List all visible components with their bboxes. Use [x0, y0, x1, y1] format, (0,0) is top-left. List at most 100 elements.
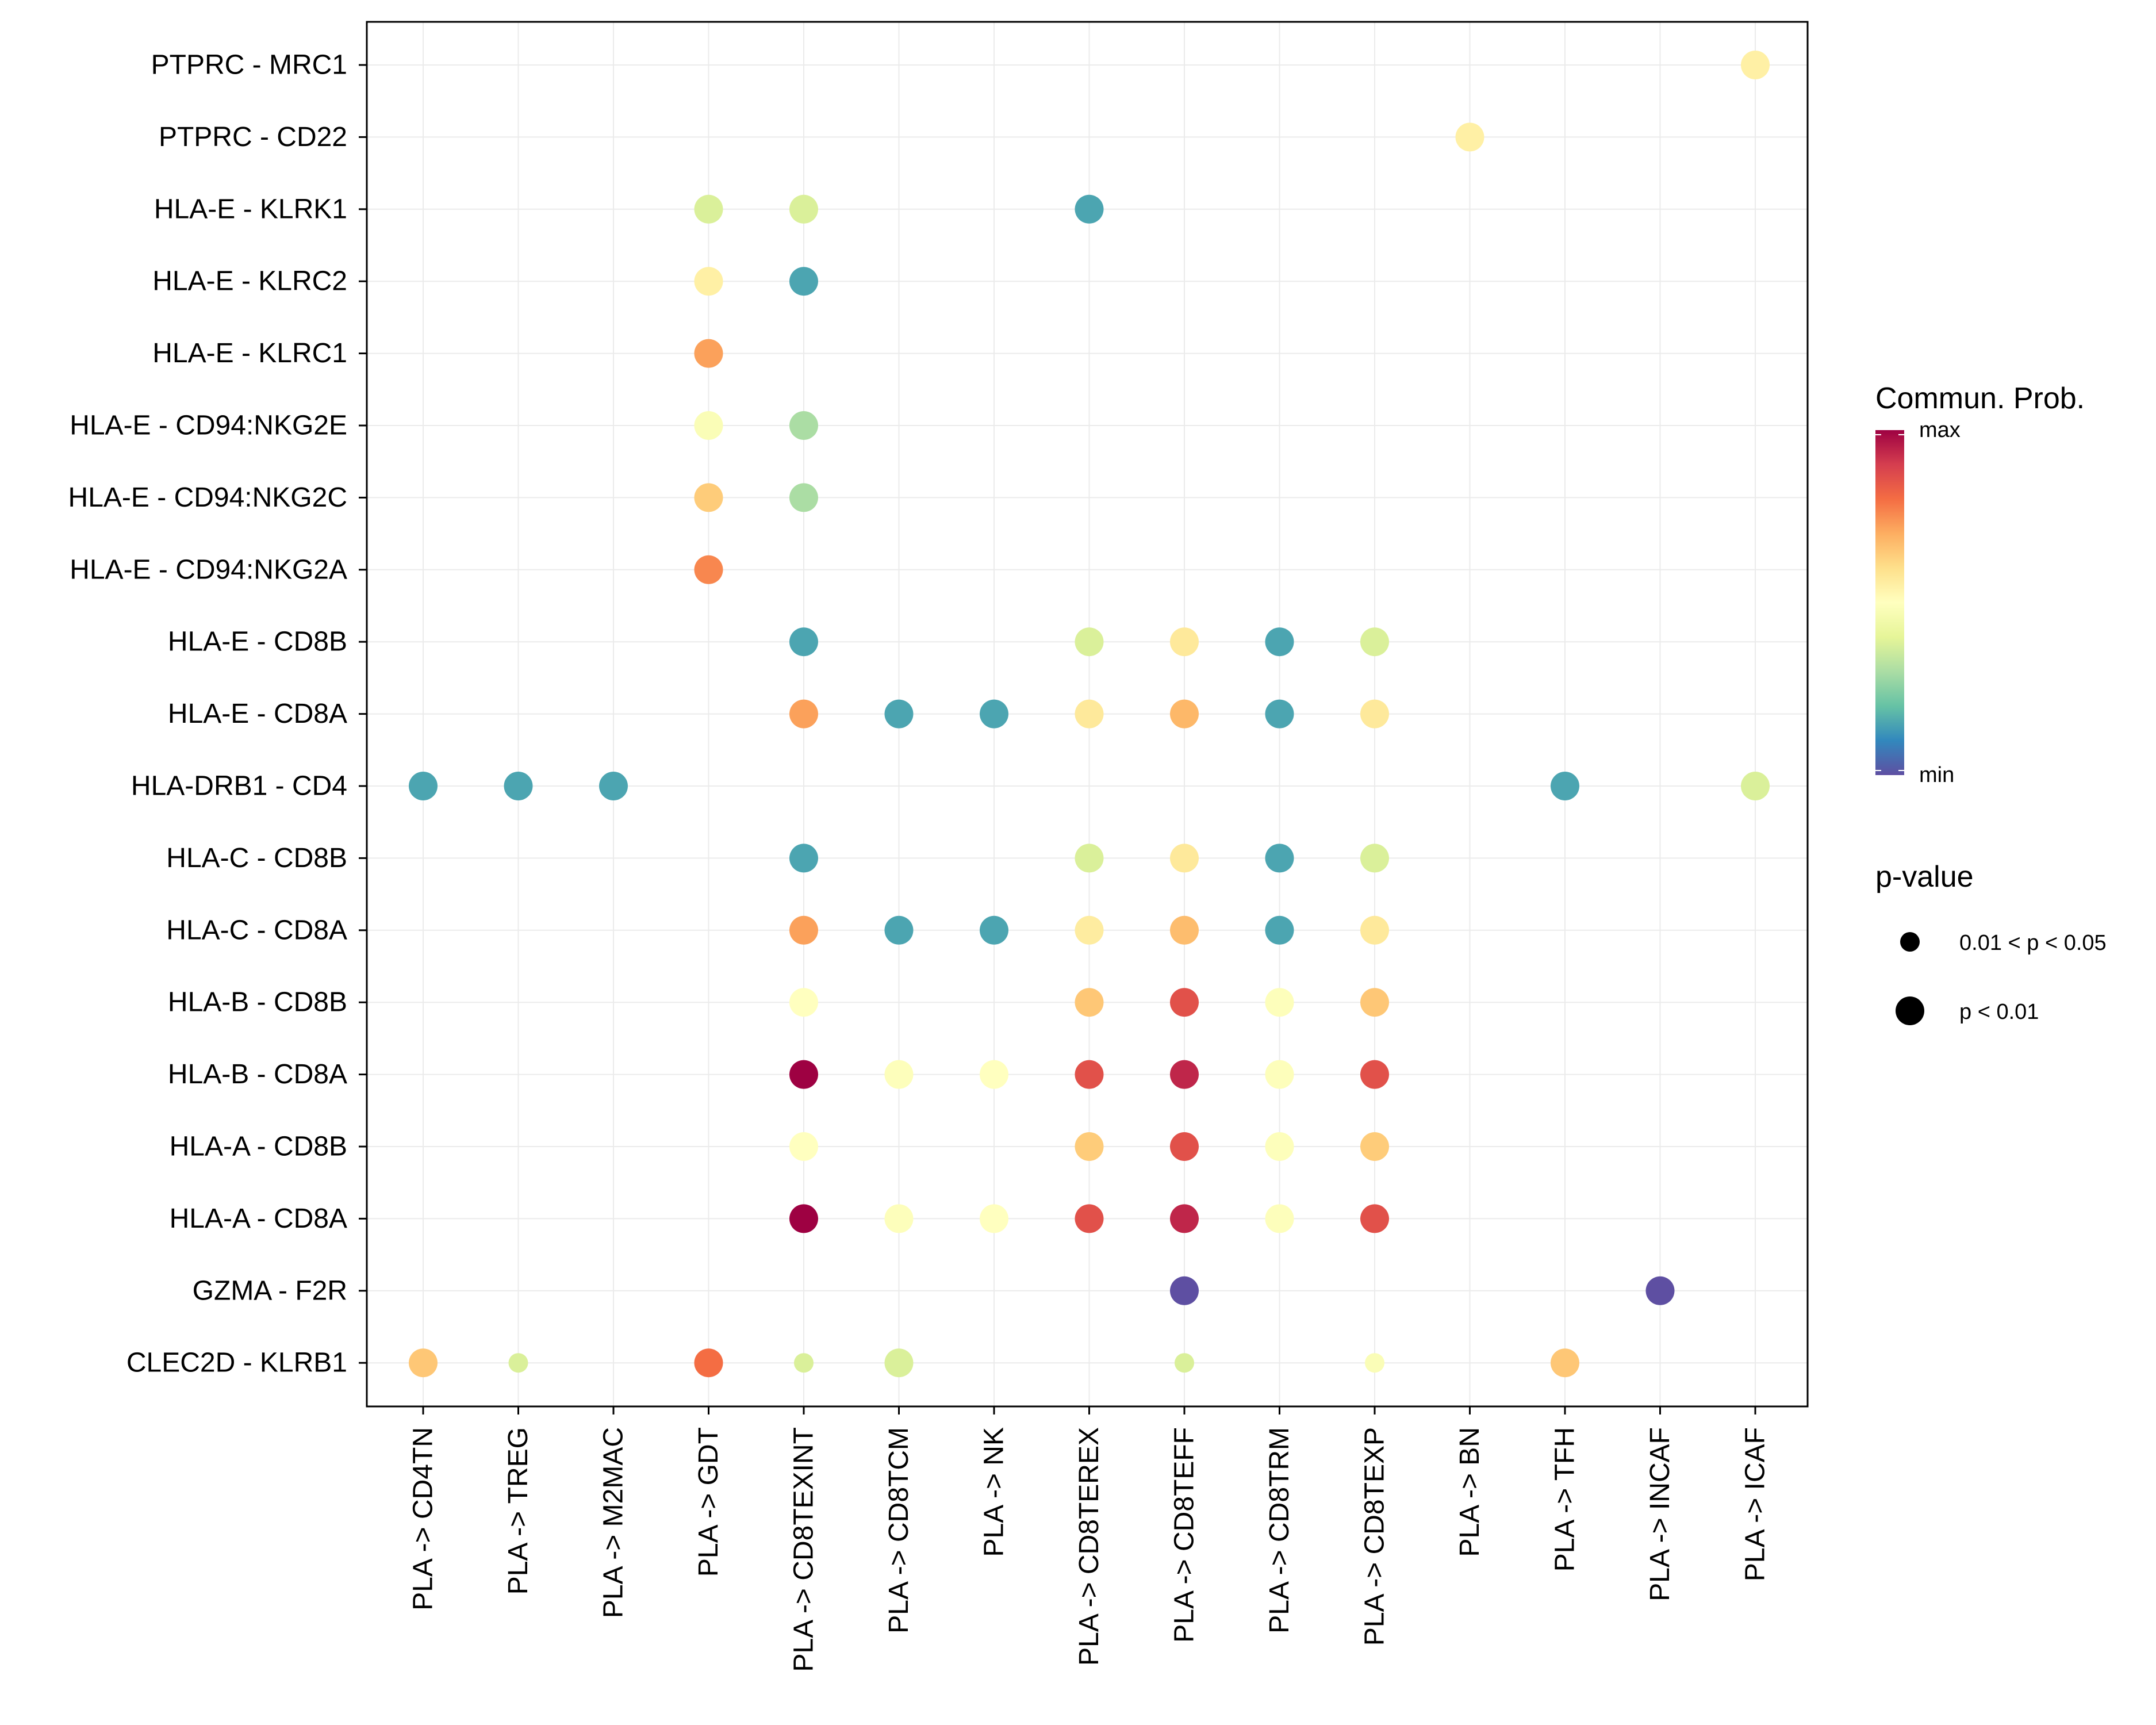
- data-point: [1360, 1060, 1389, 1089]
- data-point: [1741, 51, 1770, 79]
- data-point: [1075, 844, 1104, 873]
- y-tick-label: HLA-A - CD8A: [170, 1203, 347, 1234]
- data-point: [884, 1348, 914, 1378]
- data-points: [409, 51, 1770, 1378]
- data-point: [789, 844, 818, 873]
- data-point: [694, 483, 723, 512]
- y-tick-label: HLA-DRB1 - CD4: [131, 771, 347, 802]
- data-point: [1170, 1132, 1199, 1161]
- data-point: [694, 194, 723, 224]
- x-tick-label: PLA -> ICAF: [1740, 1427, 1771, 1581]
- y-tick-label: HLA-B - CD8A: [168, 1059, 347, 1090]
- y-tick-label: HLA-A - CD8B: [170, 1132, 347, 1162]
- size-legend-title: p-value: [1875, 860, 1974, 894]
- data-point: [789, 915, 818, 945]
- y-tick-label: HLA-E - KLRC2: [152, 266, 347, 297]
- data-point: [789, 1204, 818, 1233]
- size-legend-large-label: p < 0.01: [1959, 1000, 2039, 1024]
- data-point: [1265, 844, 1294, 873]
- data-point: [1360, 1132, 1389, 1161]
- y-tick-label: HLA-E - CD94:NKG2C: [68, 482, 347, 513]
- data-point: [1551, 1348, 1579, 1378]
- data-point: [884, 1060, 914, 1089]
- data-point: [599, 772, 628, 800]
- y-axis-tick-labels: PTPRC - MRC1 PTPRC - CD22 HLA-E - KLRK1 HLA…: [68, 50, 367, 1378]
- y-tick-label: PTPRC - MRC1: [151, 50, 347, 80]
- data-point: [1170, 988, 1199, 1017]
- x-tick-label: PLA -> NK: [979, 1427, 1010, 1557]
- data-point: [980, 699, 1008, 729]
- data-point: [794, 1353, 814, 1373]
- data-point: [1075, 915, 1104, 945]
- data-point: [884, 699, 914, 729]
- data-point: [694, 267, 723, 296]
- data-point: [1075, 627, 1104, 657]
- color-legend: Commun. Prob. max min: [1875, 382, 2085, 787]
- y-tick-label: HLA-C - CD8A: [166, 915, 347, 945]
- data-point: [1075, 988, 1104, 1017]
- data-point: [789, 483, 818, 512]
- data-point: [1645, 1276, 1675, 1305]
- data-point: [884, 1204, 914, 1233]
- y-tick-label: HLA-E - CD8A: [168, 699, 347, 729]
- data-point: [884, 915, 914, 945]
- data-point: [1075, 1204, 1104, 1233]
- x-axis-tick-labels: PLA -> CD4TN PLA -> TREG PLA -> M2MAC PLA -…: [408, 1406, 1771, 1672]
- y-tick-label: HLA-E - KLRK1: [154, 194, 347, 224]
- data-point: [1360, 915, 1389, 945]
- data-point: [694, 555, 723, 584]
- y-tick-label: GZMA - F2R: [193, 1275, 347, 1306]
- size-legend-small-label: 0.01 < p < 0.05: [1959, 931, 2107, 955]
- x-tick-label: PLA -> TREG: [503, 1427, 534, 1594]
- data-point: [1265, 1060, 1294, 1089]
- data-point: [1075, 1060, 1104, 1089]
- data-point: [504, 772, 533, 800]
- data-point: [694, 1348, 723, 1378]
- data-point: [1170, 627, 1199, 657]
- x-tick-label: PLA -> BN: [1455, 1427, 1485, 1557]
- data-point: [980, 1204, 1008, 1233]
- data-point: [1455, 122, 1484, 152]
- data-point: [1170, 1204, 1199, 1233]
- x-tick-label: PLA -> TFH: [1550, 1427, 1580, 1571]
- y-tick-label: PTPRC - CD22: [159, 122, 347, 152]
- x-tick-label: PLA -> CD8TCM: [884, 1427, 914, 1634]
- data-point: [409, 772, 438, 800]
- data-point: [1265, 627, 1294, 657]
- data-point: [1170, 1276, 1199, 1305]
- size-legend-large-dot: [1896, 996, 1924, 1025]
- data-point: [1360, 844, 1389, 873]
- data-point: [1360, 988, 1389, 1017]
- data-point: [1175, 1353, 1194, 1373]
- data-point: [1741, 772, 1770, 800]
- y-tick-label: HLA-B - CD8B: [168, 987, 347, 1018]
- data-point: [789, 1060, 818, 1089]
- y-tick-label: CLEC2D - KLRB1: [126, 1348, 347, 1378]
- data-point: [1265, 699, 1294, 729]
- data-point: [1075, 1132, 1104, 1161]
- size-legend-small-dot: [1900, 932, 1920, 952]
- data-point: [1265, 1204, 1294, 1233]
- data-point: [1075, 699, 1104, 729]
- data-point: [694, 411, 723, 440]
- data-point: [1075, 194, 1104, 224]
- data-point: [1170, 1060, 1199, 1089]
- y-tick-label: HLA-E - CD8B: [168, 627, 347, 657]
- y-tick-label: HLA-E - CD94:NKG2A: [70, 554, 347, 585]
- x-tick-label: PLA -> M2MAC: [599, 1427, 629, 1618]
- y-tick-label: HLA-E - CD94:NKG2E: [70, 411, 347, 441]
- color-legend-title: Commun. Prob.: [1875, 382, 2085, 415]
- data-point: [1365, 1353, 1384, 1373]
- color-legend-min-label: min: [1919, 763, 1954, 787]
- data-point: [789, 699, 818, 729]
- data-point: [1551, 772, 1579, 800]
- data-point: [409, 1348, 438, 1378]
- data-point: [789, 1132, 818, 1161]
- data-point: [980, 915, 1008, 945]
- x-tick-label: PLA -> INCAF: [1645, 1427, 1675, 1601]
- color-legend-max-label: max: [1919, 418, 1961, 442]
- y-tick-label: HLA-E - KLRC1: [152, 338, 347, 369]
- data-point: [694, 339, 723, 368]
- data-point: [1360, 699, 1389, 729]
